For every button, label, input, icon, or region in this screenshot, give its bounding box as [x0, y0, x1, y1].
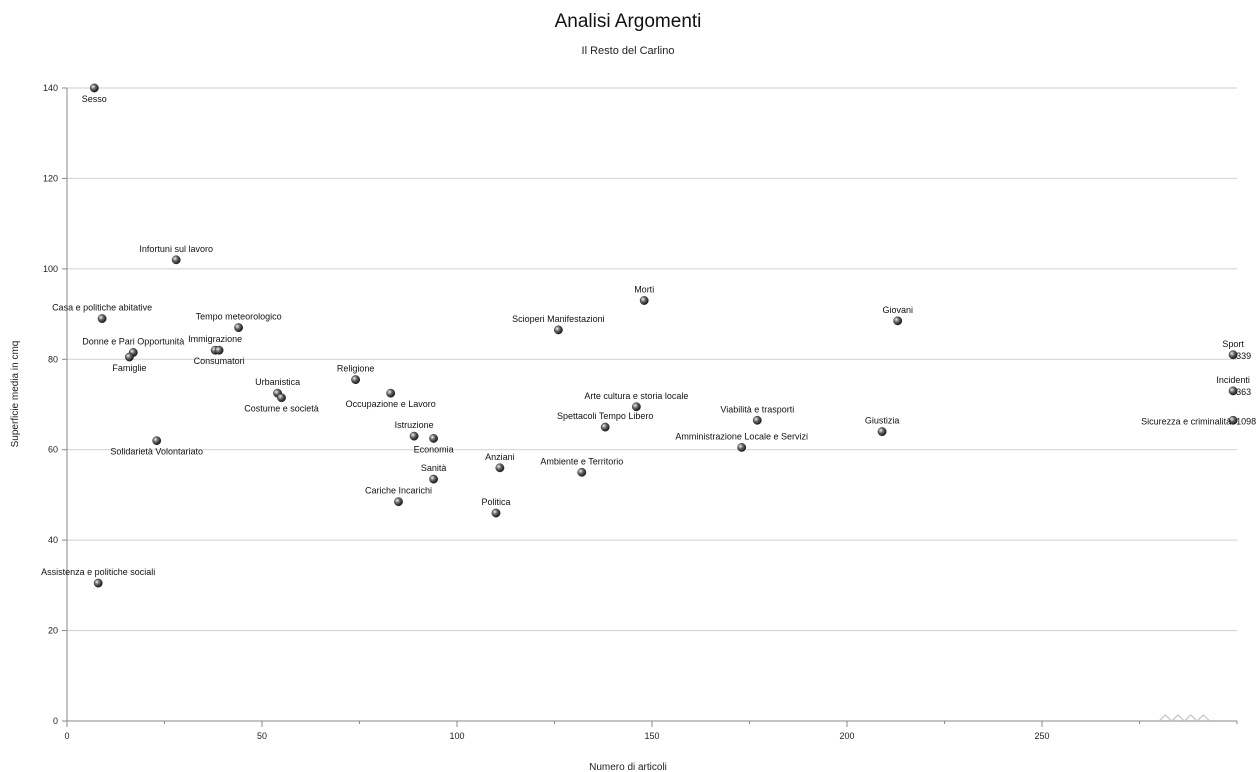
data-point: [351, 375, 360, 385]
data-point: [429, 474, 438, 484]
point-label: Urbanistica: [255, 377, 300, 387]
point-label: Amministrazione Locale e Servizi: [675, 431, 808, 441]
data-point: [89, 83, 99, 93]
data-point: [124, 352, 134, 362]
point-label: Infortuni sul lavoro: [139, 244, 213, 254]
data-point: [877, 427, 887, 437]
data-point: [234, 323, 244, 333]
point-label: Immigrazione: [188, 334, 242, 344]
y-tick-label: 60: [48, 445, 58, 455]
point-label: Spettacoli Tempo Libero: [557, 411, 653, 421]
data-point: [97, 314, 107, 323]
data-point: [491, 508, 501, 518]
y-axis-label: Superficie media in cmq: [10, 341, 21, 448]
point-value-label: 339: [1236, 351, 1251, 361]
data-point: [554, 325, 563, 335]
point-value-label: 363: [1236, 387, 1251, 397]
point-label: Sport: [1222, 339, 1244, 349]
point-label: Viabilità e trasporti: [720, 404, 794, 414]
data-point: [737, 443, 747, 452]
point-label: Giovani: [882, 305, 913, 315]
data-point: [1228, 415, 1238, 425]
point-label: Scioperi Manifestazioni: [512, 314, 605, 324]
point-label: Solidarietà Volontariato: [110, 447, 203, 457]
y-tick-label: 20: [48, 626, 58, 636]
x-tick-label: 250: [1034, 731, 1049, 741]
point-labels: Sesso Infortuni sul lavoro Casa e politich…: [41, 94, 1256, 577]
point-label: Ambiente e Territorio: [540, 456, 623, 466]
y-tick-label: 100: [43, 264, 58, 274]
axes: 0 20 40 60 80 100 120 140 0 50 100 150 200 250: [43, 83, 1238, 741]
point-label: Assistenza e politiche sociali: [41, 567, 155, 577]
data-point: [1228, 350, 1238, 360]
point-value-label: 1098: [1236, 416, 1256, 426]
point-label: Anziani: [485, 452, 515, 462]
point-label: Morti: [634, 285, 654, 295]
point-label: Economia: [414, 444, 454, 454]
y-tick-label: 80: [48, 354, 58, 364]
data-point: [752, 415, 762, 425]
data-point: [429, 434, 438, 443]
data-point: [394, 497, 403, 507]
point-label: Cariche Incarichi: [365, 486, 432, 496]
chart-title: Analisi Argomenti: [555, 11, 702, 32]
data-point: [1228, 386, 1238, 396]
x-axis-label: Numero di articoli: [589, 762, 667, 772]
data-point: [409, 431, 419, 441]
grid: [67, 87, 1237, 722]
point-label: Occupazione e Lavoro: [346, 399, 436, 409]
point-label: Donne e Pari Opportunità: [82, 337, 184, 347]
x-tick-label: 0: [64, 731, 69, 741]
x-tick-label: 100: [449, 731, 464, 741]
chart-subtitle: Il Resto del Carlino: [582, 45, 675, 57]
point-label: Istruzione: [395, 420, 434, 430]
data-point: [495, 463, 505, 473]
x-tick-label: 200: [839, 731, 854, 741]
data-point: [577, 467, 587, 477]
data-point: [171, 255, 181, 265]
data-point: [152, 436, 162, 446]
data-points: [89, 83, 1238, 588]
y-tick-label: 0: [53, 716, 58, 726]
data-point: [639, 296, 649, 305]
data-point: [600, 422, 610, 432]
data-point: [632, 402, 641, 412]
x-tick-label: 50: [257, 731, 267, 741]
point-label: Politica: [481, 497, 510, 507]
point-label: Sanità: [421, 463, 447, 473]
point-label: Consumatori: [194, 356, 245, 366]
data-point: [93, 578, 103, 588]
axis-break-mark: [1158, 714, 1211, 722]
point-label: Tempo meteorologico: [196, 312, 282, 322]
point-label: Giustizia: [865, 416, 900, 426]
y-tick-label: 40: [48, 535, 58, 545]
data-point: [386, 388, 396, 398]
point-label: Costume e società: [244, 404, 319, 414]
y-tick-label: 140: [43, 83, 58, 93]
point-label: Famiglie: [112, 363, 146, 373]
point-label: Religione: [337, 364, 375, 374]
data-point: [893, 316, 903, 326]
y-tick-label: 120: [43, 173, 58, 183]
x-tick-label: 150: [644, 731, 659, 741]
point-label: Sesso: [82, 94, 107, 104]
data-point: [214, 345, 224, 355]
point-label: Incidenti: [1216, 375, 1250, 385]
point-label: Arte cultura e storia locale: [584, 391, 688, 401]
point-label: Casa e politiche abitative: [52, 303, 152, 313]
data-point: [277, 393, 286, 403]
point-label: Sicurezza e criminalità: [1141, 416, 1231, 426]
